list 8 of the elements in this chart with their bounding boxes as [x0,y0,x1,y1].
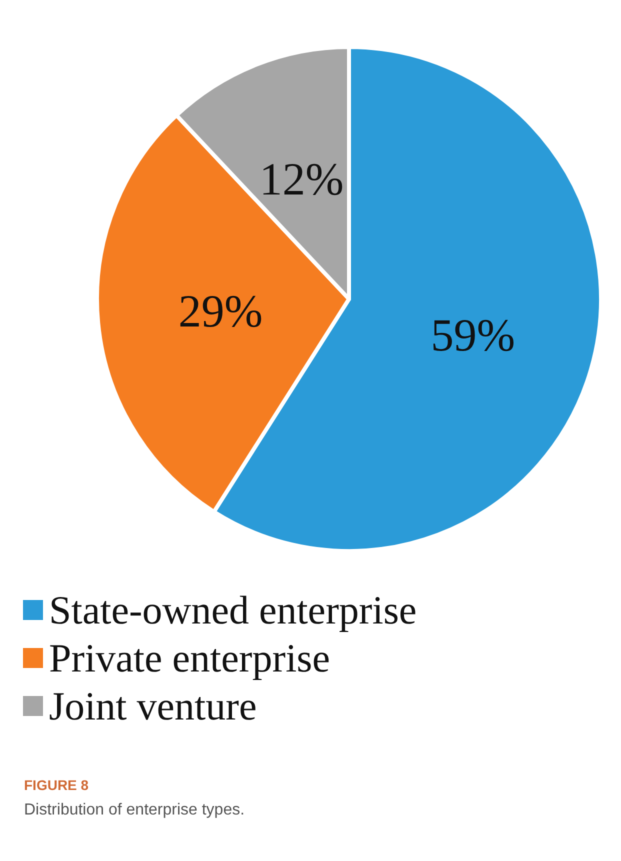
legend-label: Private enterprise [49,636,330,680]
data-label: 29% [178,286,263,337]
data-label: 59% [430,309,516,360]
legend-label: Joint venture [49,684,257,728]
legend-label: State-owned enterprise [49,588,417,632]
text: Distribution of enterprise types. [24,802,245,818]
data-label: 12% [259,154,344,205]
caption: FIGURE 8 [24,777,89,793]
